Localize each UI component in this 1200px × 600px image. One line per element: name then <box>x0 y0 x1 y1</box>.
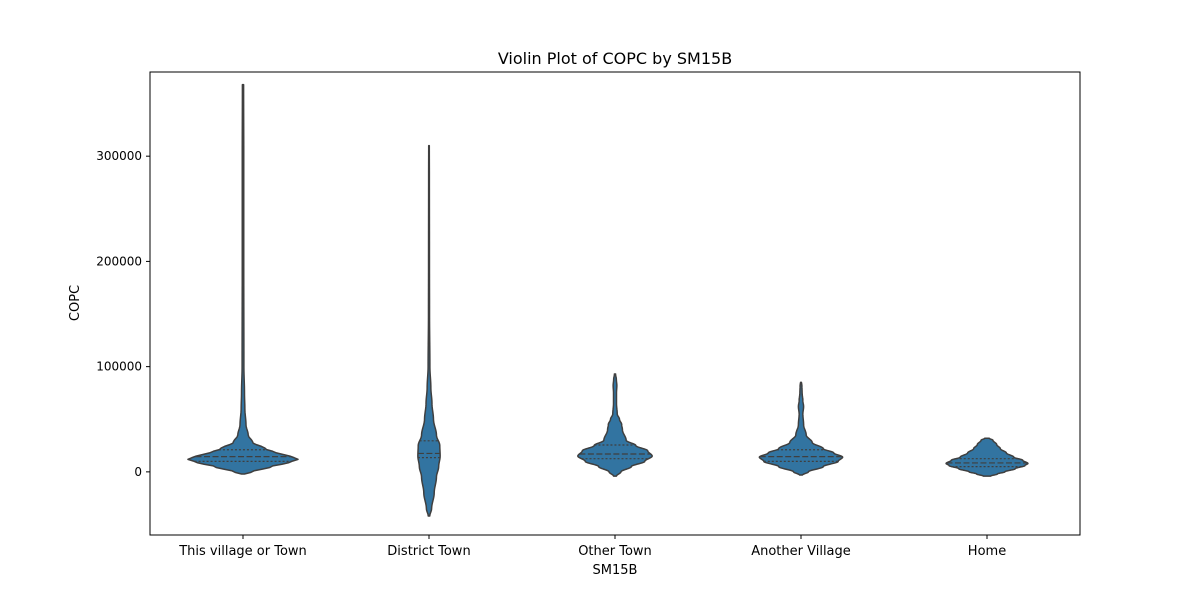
x-tick-label: Other Town <box>578 544 652 559</box>
violins-group <box>187 83 1029 517</box>
chart-title: Violin Plot of COPC by SM15B <box>498 49 732 68</box>
x-axis: This village or Town District Town Other T… <box>178 535 1006 559</box>
violin-body <box>187 83 299 475</box>
violin-body <box>945 437 1029 477</box>
x-tick-label: Home <box>968 544 1006 559</box>
y-tick-label: 300000 <box>96 149 142 163</box>
violin-body <box>577 373 653 477</box>
y-tick-label: 200000 <box>96 254 142 268</box>
violin-body <box>417 144 441 517</box>
x-tick-label: This village or Town <box>178 544 307 559</box>
y-tick-label: 100000 <box>96 360 142 374</box>
x-tick-label: District Town <box>387 544 470 559</box>
y-axis-label: COPC <box>68 285 83 321</box>
x-axis-label: SM15B <box>593 563 638 578</box>
x-tick-label: Another Village <box>751 544 851 559</box>
violin-body <box>758 381 844 476</box>
y-axis: 0 100000 200000 300000 <box>96 149 150 479</box>
y-tick-label: 0 <box>134 465 142 479</box>
